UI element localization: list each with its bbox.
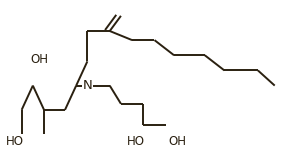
Text: HO: HO (126, 135, 144, 148)
Text: OH: OH (169, 135, 187, 148)
Text: HO: HO (6, 135, 24, 148)
Text: OH: OH (30, 53, 48, 66)
Text: N: N (83, 79, 92, 92)
